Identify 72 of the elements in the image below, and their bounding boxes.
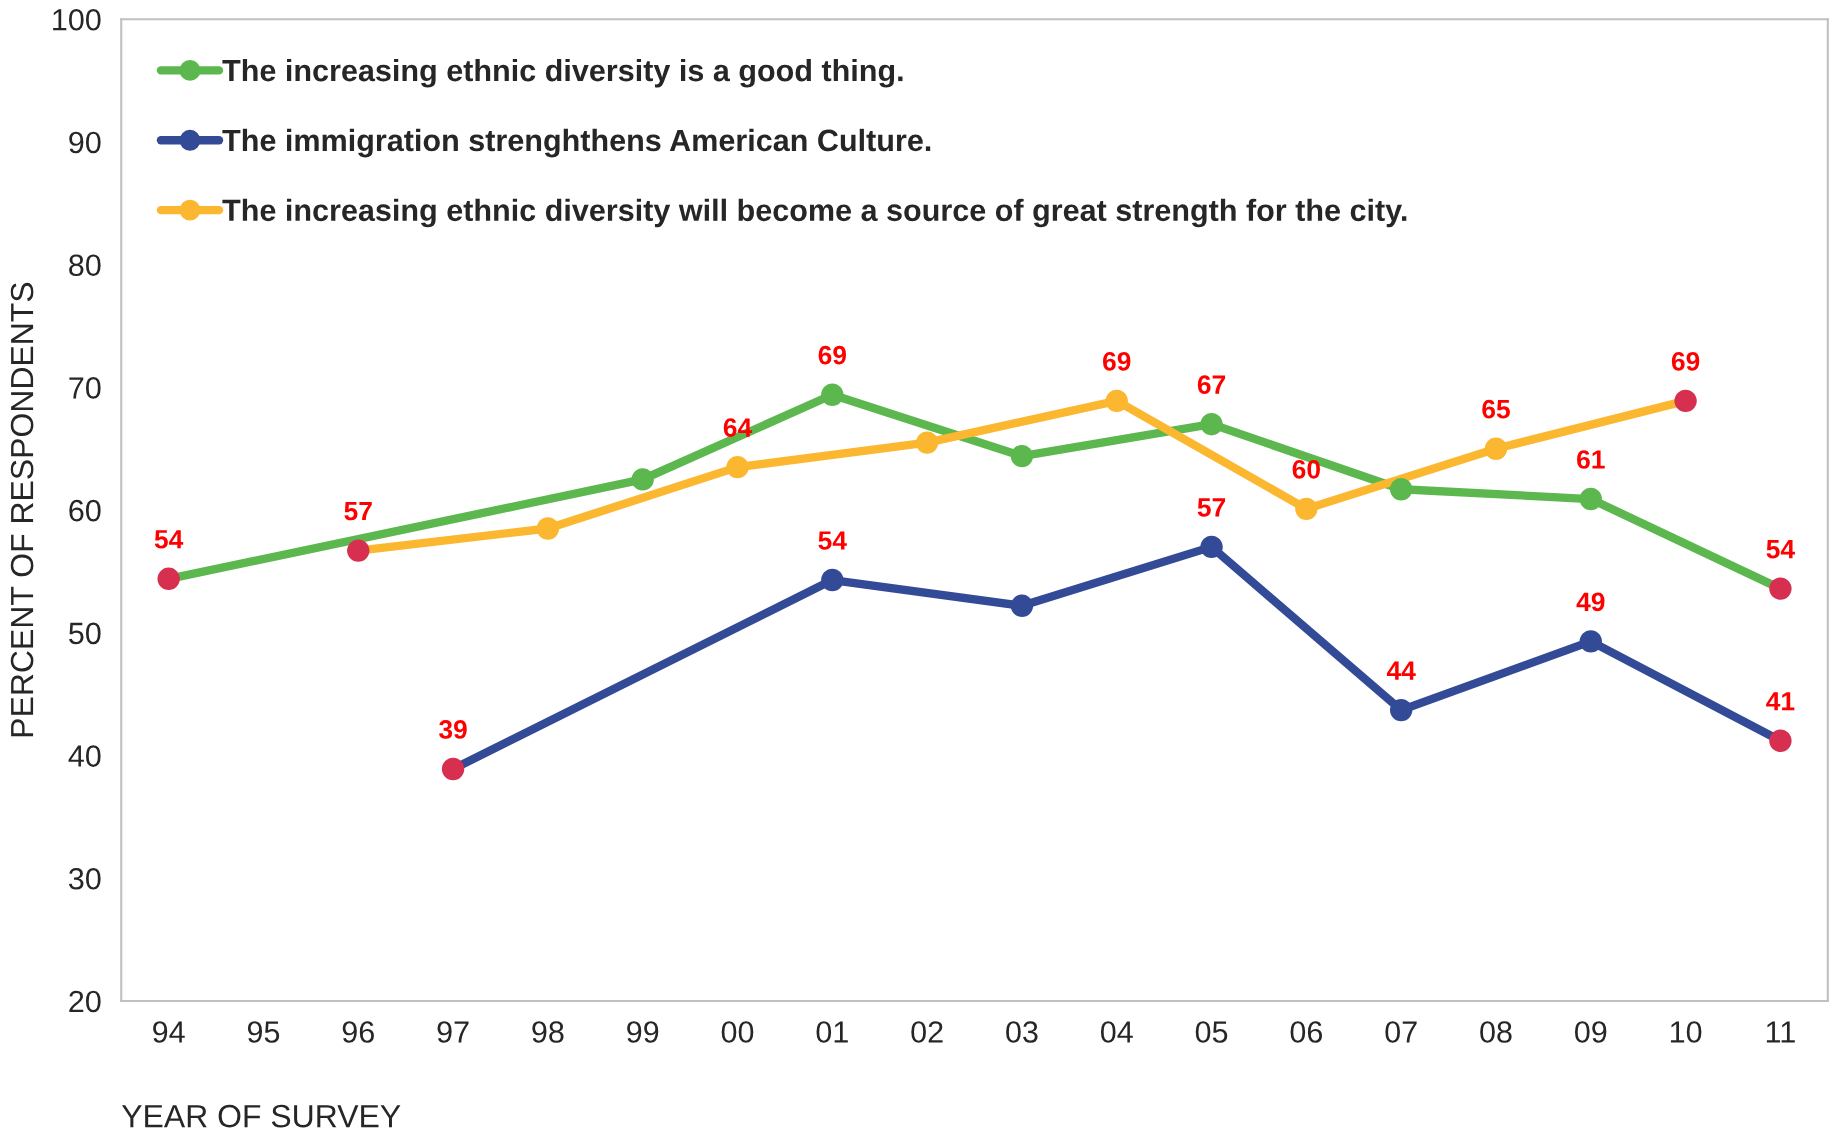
y-axis-title: PERCENT OF RESPONDENTS — [10, 282, 34, 737]
y-tick-label: 50 — [69, 622, 101, 645]
x-tick-label: 99 — [627, 1021, 659, 1043]
point — [1769, 729, 1792, 752]
point — [441, 757, 465, 781]
point — [1295, 497, 1318, 521]
point — [1010, 444, 1034, 468]
y-tick-label: 100 — [53, 8, 101, 31]
data-label: 54 — [818, 531, 847, 550]
data-label: 41 — [1766, 692, 1795, 711]
x-tick-label: 03 — [1006, 1021, 1038, 1043]
data-label: 60 — [1292, 459, 1320, 479]
y-tick-label: 80 — [69, 254, 101, 277]
point — [915, 431, 939, 454]
legend-label: The increasing ethnic diversity will become a source of great strength for the city. — [222, 198, 1407, 228]
y-tick-label: 90 — [69, 131, 101, 154]
x-tick-label: 01 — [816, 1021, 848, 1043]
point — [1200, 535, 1223, 559]
data-label: 57 — [344, 501, 372, 521]
data-label: 67 — [1197, 375, 1226, 394]
x-tick-label: 10 — [1670, 1021, 1702, 1043]
point — [726, 455, 749, 479]
point — [536, 517, 560, 540]
x-tick-label: 95 — [247, 1021, 280, 1043]
y-tick-label: 40 — [68, 745, 101, 767]
x-tick-label: 08 — [1480, 1021, 1512, 1043]
data-label: 61 — [1577, 450, 1605, 469]
point — [1200, 412, 1223, 436]
point — [1579, 630, 1602, 653]
point — [1484, 437, 1508, 460]
point — [1674, 389, 1697, 413]
y-tick-label: 70 — [69, 377, 101, 399]
point — [1105, 389, 1128, 413]
data-label: 64 — [723, 418, 753, 437]
data-label: 57 — [1197, 498, 1226, 517]
legend-label: The immigration strenghthens American Culture. — [222, 128, 931, 158]
point — [821, 383, 844, 406]
x-axis-title: YEAR OF SURVEY — [121, 1104, 401, 1128]
point — [1010, 594, 1034, 617]
x-tick-label: 94 — [153, 1021, 185, 1043]
x-tick-label: 09 — [1574, 1021, 1607, 1043]
data-label: 65 — [1482, 399, 1510, 419]
y-tick-label: 60 — [69, 499, 101, 522]
data-label: 44 — [1386, 661, 1416, 680]
x-tick-label: 06 — [1290, 1021, 1323, 1043]
x-tick-label: 96 — [342, 1021, 374, 1043]
data-label: 54 — [154, 530, 184, 549]
point — [1769, 577, 1792, 600]
point — [1389, 478, 1413, 501]
point — [347, 539, 370, 562]
y-tick-label: 20 — [69, 990, 101, 1013]
data-label: 54 — [1766, 539, 1795, 559]
x-tick-label: 98 — [532, 1021, 564, 1043]
x-tick-label: 97 — [437, 1021, 469, 1043]
y-tick-label: 30 — [68, 867, 101, 890]
point — [157, 567, 180, 590]
data-label: 69 — [1103, 351, 1131, 371]
legend-label: The increasing ethnic diversity is a good thing. — [222, 58, 903, 88]
data-label: 49 — [1576, 592, 1605, 612]
data-label: 39 — [439, 720, 467, 739]
point — [631, 468, 654, 491]
data-label: 69 — [818, 345, 847, 365]
x-tick-label: 11 — [1766, 1021, 1795, 1043]
x-tick-label: 04 — [1100, 1021, 1133, 1043]
data-label: 69 — [1671, 351, 1700, 371]
point — [1579, 487, 1602, 511]
x-tick-label: 00 — [721, 1021, 754, 1043]
x-tick-label: 07 — [1385, 1021, 1417, 1043]
point — [821, 568, 844, 592]
x-tick-label: 05 — [1195, 1021, 1228, 1043]
x-tick-label: 02 — [911, 1021, 943, 1043]
point — [1389, 698, 1413, 722]
